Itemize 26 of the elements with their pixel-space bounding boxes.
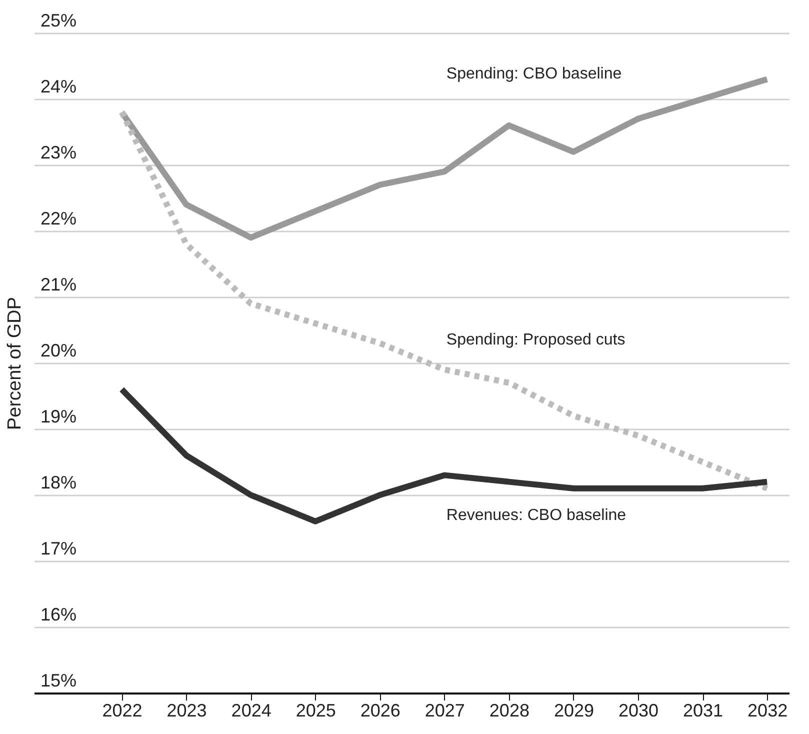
y-tick-label: 21% (40, 274, 77, 294)
y-tick-label: 16% (40, 604, 77, 624)
y-tick-label: 19% (40, 406, 77, 426)
x-tick-label: 2023 (166, 700, 207, 720)
y-tick-label: 18% (40, 472, 77, 492)
x-tick-label: 2024 (231, 700, 272, 720)
x-tick-label: 2026 (360, 700, 400, 720)
y-tick-label: 17% (40, 538, 77, 558)
series-label: Revenues: CBO baseline (446, 507, 626, 524)
x-tick-label: 2032 (748, 700, 788, 720)
x-tick-label: 2030 (618, 700, 659, 720)
text: Spending: CBO baseline (446, 66, 622, 83)
y-tick-label: 22% (40, 208, 77, 228)
y-tick-label: 25% (40, 10, 77, 30)
x-tick-label: 2029 (554, 700, 594, 720)
y-tick-label: 23% (40, 142, 77, 162)
x-tick-label: 2025 (296, 700, 336, 720)
x-tick-label: 2028 (489, 700, 530, 720)
y-axis-title: Percent of GDP (4, 296, 26, 430)
y-tick-label: 15% (40, 670, 77, 690)
x-tick-label: 2022 (102, 700, 142, 720)
y-tick-label: 20% (40, 340, 77, 360)
x-tick-label: 2031 (683, 700, 724, 720)
series-label: Spending: Proposed cuts (446, 332, 626, 349)
y-tick-label: 24% (40, 76, 77, 96)
x-tick-label: 2027 (424, 700, 465, 720)
